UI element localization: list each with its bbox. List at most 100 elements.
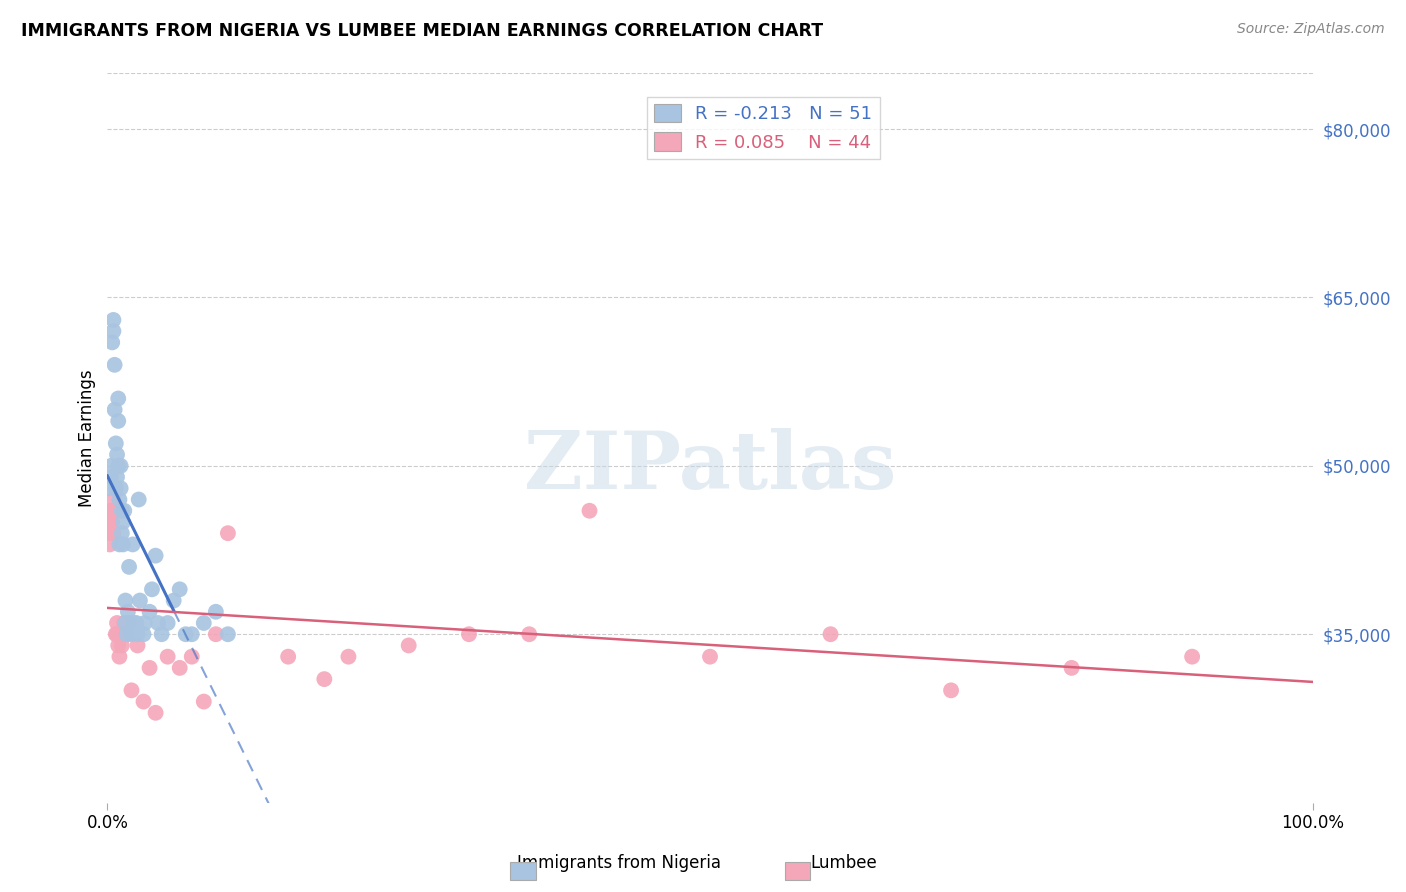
Point [107, 458, 129, 473]
Point [217, 526, 239, 541]
Point [112, 615, 135, 630]
Point [217, 627, 239, 641]
Point [118, 615, 141, 630]
Point [107, 639, 129, 653]
Point [146, 615, 169, 630]
Point [112, 515, 135, 529]
Text: Immigrants from Nigeria: Immigrants from Nigeria [516, 855, 721, 872]
Point [129, 593, 152, 607]
Point [104, 436, 127, 450]
Point [180, 649, 202, 664]
Point [112, 504, 135, 518]
Point [193, 615, 215, 630]
Point [121, 683, 143, 698]
Point [112, 627, 135, 641]
Point [98, 537, 121, 551]
Point [111, 504, 134, 518]
Point [104, 402, 127, 417]
Point [98, 481, 121, 495]
Point [939, 683, 962, 698]
Point [125, 615, 148, 630]
Point [117, 605, 139, 619]
Y-axis label: Median Earnings: Median Earnings [79, 369, 96, 507]
Point [108, 649, 131, 664]
Point [458, 627, 481, 641]
Point [111, 526, 134, 541]
Point [121, 627, 143, 641]
Point [101, 504, 124, 518]
Point [398, 639, 420, 653]
Point [105, 627, 128, 641]
Point [314, 672, 336, 686]
Point [107, 392, 129, 406]
Text: IMMIGRANTS FROM NIGERIA VS LUMBEE MEDIAN EARNINGS CORRELATION CHART: IMMIGRANTS FROM NIGERIA VS LUMBEE MEDIAN… [21, 22, 824, 40]
Point [820, 627, 842, 641]
Point [105, 615, 128, 630]
Point [169, 661, 191, 675]
Text: Lumbee: Lumbee [810, 855, 877, 872]
Point [118, 560, 141, 574]
Point [100, 458, 122, 473]
Point [104, 358, 127, 372]
Point [105, 470, 128, 484]
Point [128, 492, 150, 507]
Point [169, 582, 191, 597]
Point [101, 335, 124, 350]
Point [578, 504, 600, 518]
Point [103, 526, 125, 541]
Point [107, 414, 129, 428]
Point [145, 549, 167, 563]
Point [132, 627, 155, 641]
Point [132, 695, 155, 709]
Point [101, 515, 124, 529]
Text: ZIPatlas: ZIPatlas [524, 428, 896, 506]
Point [100, 526, 122, 541]
Point [108, 537, 131, 551]
Point [103, 313, 125, 327]
Point [103, 492, 125, 507]
Point [121, 537, 143, 551]
Point [141, 582, 163, 597]
Point [156, 615, 179, 630]
Point [1181, 649, 1204, 664]
Point [103, 324, 125, 338]
Point [138, 661, 160, 675]
Point [699, 649, 721, 664]
Point [517, 627, 540, 641]
Point [180, 627, 202, 641]
Point [114, 615, 136, 630]
Point [114, 593, 136, 607]
Point [104, 504, 127, 518]
Point [100, 470, 122, 484]
Point [156, 649, 179, 664]
Point [174, 627, 197, 641]
Legend: R = -0.213   N = 51, R = 0.085    N = 44: R = -0.213 N = 51, R = 0.085 N = 44 [647, 96, 880, 159]
Point [110, 458, 132, 473]
Point [127, 627, 149, 641]
Point [100, 504, 122, 518]
Point [145, 706, 167, 720]
Point [150, 627, 173, 641]
Point [104, 481, 127, 495]
Point [277, 649, 299, 664]
Point [337, 649, 360, 664]
Point [115, 627, 138, 641]
Point [104, 627, 127, 641]
Point [110, 481, 132, 495]
Point [205, 605, 228, 619]
Point [115, 627, 138, 641]
Point [105, 448, 128, 462]
Point [163, 593, 186, 607]
Point [111, 639, 134, 653]
Point [98, 515, 121, 529]
Point [110, 627, 132, 641]
Point [193, 695, 215, 709]
Point [97, 526, 120, 541]
Point [138, 605, 160, 619]
Point [108, 492, 131, 507]
Point [122, 615, 145, 630]
Point [1060, 661, 1083, 675]
Point [127, 639, 149, 653]
Point [205, 627, 228, 641]
Point [112, 537, 135, 551]
